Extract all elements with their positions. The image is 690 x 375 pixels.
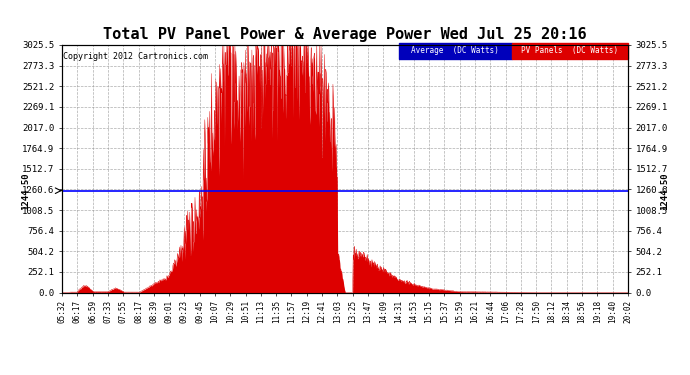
Text: 1244.50: 1244.50 — [660, 172, 669, 210]
Text: Copyright 2012 Cartronics.com: Copyright 2012 Cartronics.com — [63, 53, 208, 62]
Text: 1244.50: 1244.50 — [21, 172, 30, 210]
Text: Average  (DC Watts): Average (DC Watts) — [411, 46, 500, 55]
Title: Total PV Panel Power & Average Power Wed Jul 25 20:16: Total PV Panel Power & Average Power Wed… — [104, 27, 586, 42]
Bar — [512, 42, 628, 58]
Bar — [399, 42, 512, 58]
Text: PV Panels  (DC Watts): PV Panels (DC Watts) — [522, 46, 618, 55]
